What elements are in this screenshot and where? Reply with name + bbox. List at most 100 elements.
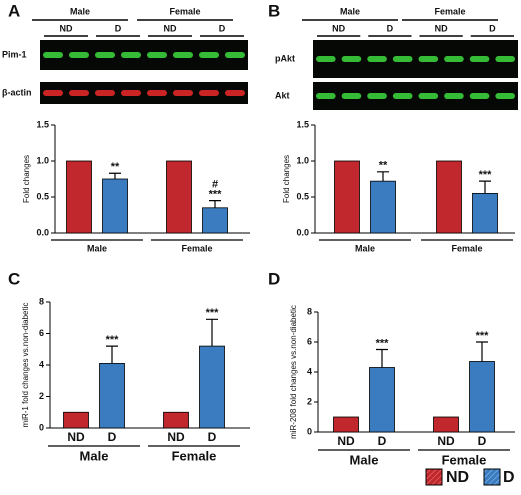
y-axis-label: miR-1 fold changes vs.non-diabetic xyxy=(21,303,30,428)
lane-label: D xyxy=(115,23,122,33)
bar xyxy=(66,160,92,234)
significance-mark: *** xyxy=(476,330,490,342)
bar xyxy=(163,411,189,429)
panel-letter: A xyxy=(8,1,20,20)
legend-label: D xyxy=(503,469,515,486)
y-tick-label: 1.0 xyxy=(36,155,49,165)
panel-letter: C xyxy=(8,269,20,288)
blot-band xyxy=(95,52,115,58)
group-label: Male xyxy=(355,243,375,253)
bar xyxy=(166,160,192,234)
group-label: Female xyxy=(172,448,217,463)
y-tick-label: 0 xyxy=(39,422,44,432)
y-tick-label: 2 xyxy=(307,396,312,406)
blot-band xyxy=(392,56,413,62)
bar xyxy=(202,207,228,234)
group-label: Male xyxy=(80,448,109,463)
y-axis-label: Fold changes xyxy=(282,155,291,203)
bar xyxy=(199,345,225,429)
lane-label: D xyxy=(489,23,496,33)
significance-mark: *** xyxy=(206,307,220,319)
blot-band xyxy=(495,93,515,99)
y-axis-label: Fold changes xyxy=(22,155,31,203)
blot-band xyxy=(444,93,464,99)
blot-band xyxy=(43,52,63,58)
error-bar xyxy=(376,348,388,368)
y-tick-label: 1.5 xyxy=(296,119,309,129)
bar-label: ND xyxy=(67,430,85,444)
y-tick-label: 4 xyxy=(307,366,312,376)
y-tick-label: 0 xyxy=(307,426,312,436)
blot-band xyxy=(95,90,115,96)
y-tick-label: 0.5 xyxy=(36,191,49,201)
blot-band xyxy=(495,56,515,62)
error-bar xyxy=(106,345,118,364)
y-tick-label: 0.0 xyxy=(296,227,309,237)
panel-letter: B xyxy=(268,1,280,20)
blot-group-label: Female xyxy=(169,6,200,16)
blot-band xyxy=(199,52,219,58)
y-axis-label: miR-208 fold changes vs.non-diabetic xyxy=(289,305,298,439)
blot-band xyxy=(225,90,245,96)
bar xyxy=(472,192,498,234)
y-tick-label: 1.5 xyxy=(36,119,49,129)
bar-label: D xyxy=(378,434,387,448)
bar xyxy=(63,411,89,429)
y-tick-label: 8 xyxy=(307,306,312,316)
blot-band xyxy=(147,90,167,96)
blot-band xyxy=(121,52,141,58)
blot-band xyxy=(341,56,362,62)
error-bar xyxy=(209,200,221,208)
bar-label: ND xyxy=(437,434,455,448)
blot-band xyxy=(418,93,439,99)
blot-band xyxy=(121,90,141,96)
bar-label: ND xyxy=(167,430,185,444)
group-label: Male xyxy=(87,243,107,253)
significance-mark: *** xyxy=(479,169,493,181)
y-tick-label: 0.5 xyxy=(296,191,309,201)
panel-letter: D xyxy=(268,269,280,288)
blot-band xyxy=(173,52,193,58)
blot-group-label: Female xyxy=(434,6,465,16)
lane-label: ND xyxy=(164,23,177,33)
blot-row-label: Pim-1 xyxy=(2,49,27,59)
blot-band xyxy=(316,56,336,62)
bar-label: D xyxy=(208,430,217,444)
blot-band xyxy=(199,90,219,96)
bar xyxy=(370,180,396,234)
y-tick-label: 2 xyxy=(39,391,44,401)
blot-group-label: Male xyxy=(70,6,90,16)
bar xyxy=(433,416,459,433)
bar xyxy=(334,160,360,234)
y-tick-label: 0.0 xyxy=(36,227,49,237)
lane-label: ND xyxy=(332,23,345,33)
bar xyxy=(436,160,462,234)
blot-image xyxy=(40,82,248,104)
error-bar xyxy=(109,172,121,179)
group-label: Male xyxy=(350,452,379,467)
group-label: Female xyxy=(181,243,212,253)
significance-mark: *** xyxy=(209,189,223,201)
blot-band xyxy=(418,56,439,62)
bar-label: D xyxy=(108,430,117,444)
blot-band xyxy=(341,93,362,99)
blot-band xyxy=(316,93,336,99)
bar xyxy=(102,178,128,234)
bar xyxy=(369,367,395,433)
legend-swatch xyxy=(425,468,443,486)
significance-mark: *** xyxy=(106,334,120,346)
significance-mark: ** xyxy=(379,160,388,172)
error-bar xyxy=(476,341,488,362)
blot-band xyxy=(147,52,167,58)
y-tick-label: 6 xyxy=(39,328,44,338)
blot-band xyxy=(173,90,193,96)
lane-label: D xyxy=(387,23,394,33)
bar-label: ND xyxy=(337,434,355,448)
significance-mark: ** xyxy=(111,161,120,173)
error-bar xyxy=(206,318,218,347)
legend-label: ND xyxy=(446,469,469,486)
blot-band xyxy=(43,90,63,96)
blot-band xyxy=(367,56,387,62)
bar-label: D xyxy=(478,434,487,448)
